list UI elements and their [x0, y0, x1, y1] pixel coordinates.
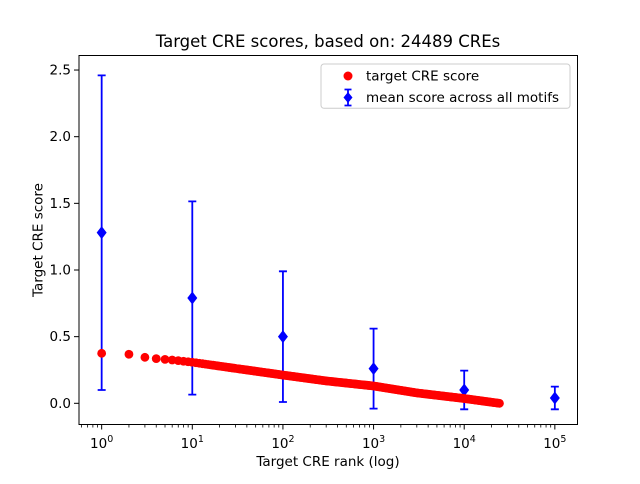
scatter-series	[97, 348, 504, 408]
x-tick-label: 104	[453, 434, 476, 452]
data-point	[495, 398, 504, 408]
data-point	[140, 352, 150, 362]
y-axis: 0.0 0.5 1.0 1.5 2.0 2.5	[50, 63, 79, 412]
data-point	[97, 348, 107, 358]
x-tick-label: 105	[543, 434, 566, 452]
mean-score-point	[368, 362, 379, 376]
x-tick-label: 102	[271, 434, 294, 452]
y-tick-label: 2.5	[50, 63, 71, 79]
x-tick-label: 100	[90, 434, 113, 452]
legend-label-target-cre-score: target CRE score	[366, 69, 479, 85]
data-point	[151, 354, 161, 364]
y-tick-label: 0.0	[50, 396, 71, 412]
x-tick-label: 101	[181, 434, 204, 452]
errorbar-series	[96, 74, 560, 411]
x-tick-label: 103	[362, 434, 385, 452]
plot-area: 100 101 102 103 104 105 0.0 0.5 1.0 1.5 2.0 2.5	[50, 55, 578, 452]
y-axis-label: Target CRE score	[31, 183, 47, 298]
mean-score-point	[277, 330, 288, 344]
mean-score-point	[187, 291, 198, 305]
legend-marker-circle	[343, 71, 353, 81]
legend-label-mean-score: mean score across all motifs	[366, 90, 559, 106]
legend: target CRE score mean score across all m…	[320, 63, 571, 109]
legend-box	[320, 63, 571, 109]
y-tick-label: 2.0	[50, 129, 71, 145]
mean-score-point	[96, 226, 107, 240]
x-axis: 100 101 102 103 104 105	[81, 424, 566, 452]
y-tick-label: 1.0	[50, 262, 71, 278]
plot-border	[78, 55, 578, 425]
x-axis-label: Target CRE rank (log)	[255, 454, 399, 470]
data-point	[124, 349, 134, 359]
y-tick-label: 0.5	[50, 329, 71, 345]
legend-marker-diamond	[343, 92, 353, 103]
y-tick-label: 1.5	[50, 196, 71, 212]
data-point	[160, 354, 170, 364]
chart-title: Target CRE scores, based on: 24489 CREs	[155, 32, 501, 51]
mean-score-point	[459, 383, 470, 397]
mean-score-point	[549, 391, 560, 405]
